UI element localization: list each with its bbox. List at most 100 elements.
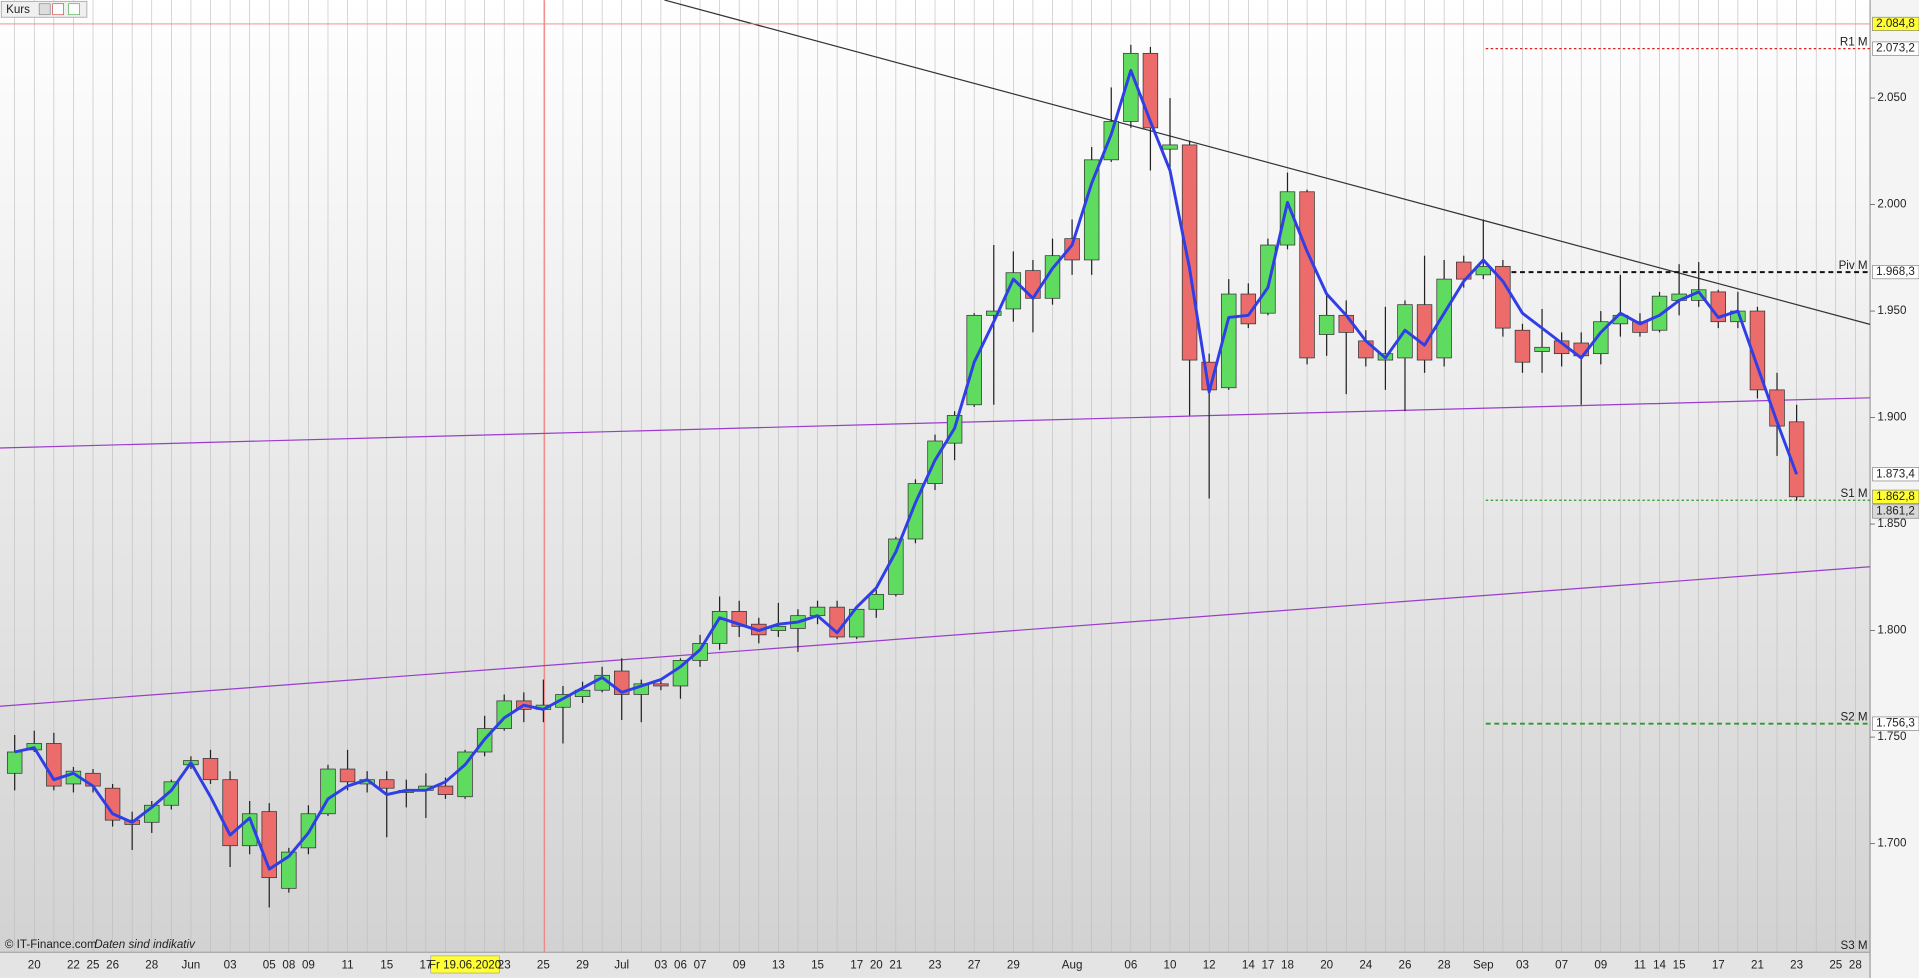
value-box [1872,489,1919,504]
x-tick-label: 11 [342,959,354,972]
value-label: 1.968,3 [1876,265,1915,278]
candle-down [1181,144,1198,361]
x-tick-label: 14 [1242,959,1255,972]
y-tick-label: 1.850 [1877,517,1906,530]
footer-note: Daten sind indikativ [94,938,196,951]
x-tick-label: 07 [1555,959,1568,972]
candle-down [1299,191,1315,359]
x-tick-label: 08 [282,959,295,972]
x-tick-label: 11 [1634,959,1646,972]
trend-line [0,397,1871,449]
levels: R1 M Piv M S1 M S2 M S3 M [0,23,1871,952]
x-axis-background [0,952,1871,978]
candle-up [1260,244,1276,314]
candle-down [1495,265,1511,329]
x-tick-label: 03 [1516,959,1529,972]
candle-down [202,758,219,781]
candle-down [1632,321,1648,333]
candle-up [1651,295,1668,331]
candle-down [1749,310,1766,391]
candle-up [986,310,1002,316]
x-tick-label: 25 [1829,959,1842,972]
x-tick-label: 25 [87,959,100,972]
sell-icon[interactable] [52,3,64,16]
x-tick-label: 03 [654,959,667,972]
x-tick-label: 17 [850,959,863,972]
value-label: 1.861,2 [1876,505,1915,518]
x-tick-label: 12 [1203,959,1216,972]
value-box [1872,16,1919,31]
axis: 20 22 25 26 28 Jun 03 05 08 09 11 15 17 Fr 19.06.2020… [28,16,1919,974]
value-box [1872,41,1919,56]
overlay [14,68,1798,871]
value-label: 2.073,2 [1876,42,1915,55]
x-tick-label: 20 [1320,959,1333,972]
candle-up [1083,159,1100,261]
x-tick-label: Jun [182,959,201,972]
line-series [14,68,1798,871]
level-name: S2 M [1840,711,1867,724]
candle-up [770,625,787,631]
candle-up [1436,278,1452,359]
candle-down [1769,389,1785,427]
candle-down [1514,329,1531,363]
y-tick-label: 1.950 [1877,304,1906,317]
y-tick-label: 1.800 [1877,624,1906,637]
x-tick-label: 15 [811,959,824,972]
x-tick-label: 23 [929,959,942,972]
level-name: R1 M [1840,36,1868,49]
x-tick-label: 24 [1359,959,1372,972]
x-tick-label: 17 [1712,959,1725,972]
x-tick-label: 10 [1164,959,1177,972]
x-tick-label: 26 [1399,959,1412,972]
footer: © IT-Finance.com [5,938,97,951]
y-tick-label: 2.050 [1877,91,1906,104]
x-tick-label: 22 [67,959,80,972]
value-label: 1.862,8 [1876,490,1915,503]
x-tick-label: 15 [380,959,393,972]
candle-up [888,538,904,595]
x-tick-label: 29 [576,959,589,972]
y-tick-label: 1.700 [1877,837,1906,850]
candle-up [457,751,473,798]
x-tick-label: 09 [302,959,315,972]
candle-down [339,768,356,783]
level-name: S3 M [1840,939,1867,952]
value-box [1872,716,1919,731]
x-tick-label: Aug [1062,959,1083,972]
candle-up [6,751,23,774]
x-tick-label: Fr 19.06.2020 [429,959,501,972]
trend-line [664,0,1871,325]
x-tick-label: 07 [694,959,707,972]
value-label: 1.873,4 [1876,467,1915,480]
value-box [1872,467,1919,482]
x-tick-label: 15 [1673,959,1686,972]
x-tick-label: 09 [733,959,746,972]
candle-up [1318,314,1335,335]
y-tick-label: 1.900 [1877,411,1906,424]
candle-up [1534,346,1550,352]
x-tick-label: 14 [1653,959,1666,972]
candle-down [653,683,669,687]
x-tick-label: 23 [1790,959,1803,972]
x-tick-label: Sep [1473,959,1494,972]
x-tick-label: 28 [1849,959,1862,972]
x-tick-label: 17 [1261,959,1274,972]
candle-up [281,851,297,889]
candle-down [1064,238,1080,261]
axis-background [1870,0,1919,978]
x-label-highlight [430,955,500,974]
level-name: Piv M [1839,259,1868,272]
x-tick-label: 05 [263,959,276,972]
buy-icon[interactable] [68,3,80,16]
title-box: Kurs [0,0,88,18]
value-box [1872,265,1919,280]
tool-icon[interactable] [38,3,51,16]
candle-up [692,642,708,661]
x-tick-label: Jul [614,959,629,972]
x-tick-label: 06 [1124,959,1137,972]
trend-line [0,566,1871,707]
candles [6,44,1805,908]
candle-up [1103,121,1119,161]
